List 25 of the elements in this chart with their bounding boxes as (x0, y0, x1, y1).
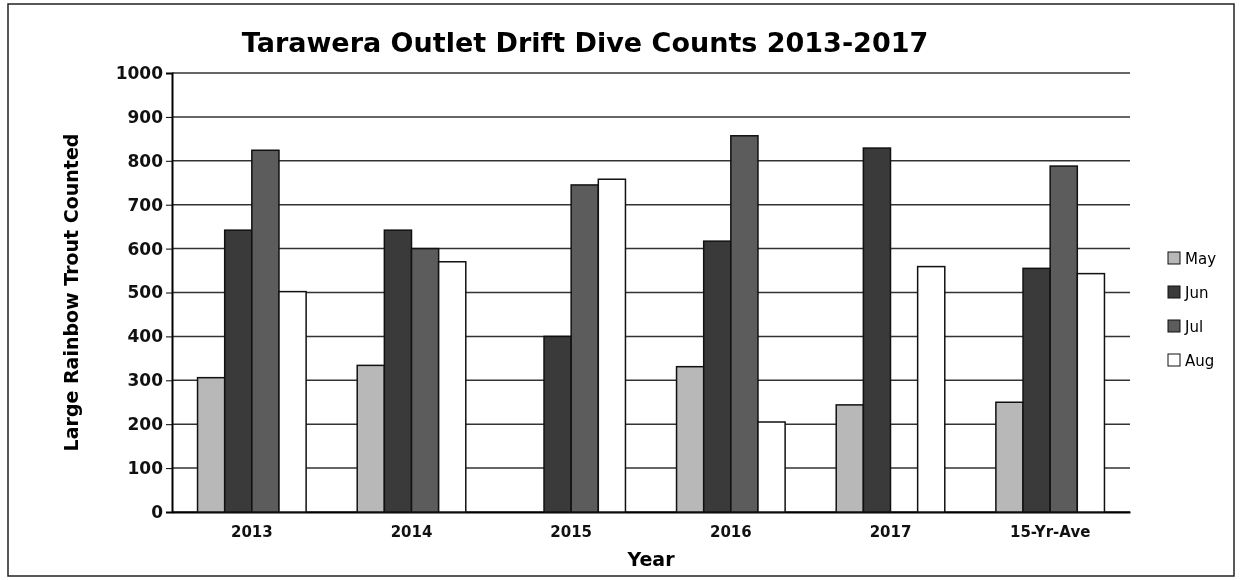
legend-label: Jul (1184, 318, 1204, 336)
x-tick-label: 15-Yr-Ave (1009, 522, 1091, 541)
x-tick-label: 2017 (869, 522, 912, 541)
chart-title: Tarawera Outlet Drift Dive Counts 2013-2017 (241, 27, 929, 58)
y-tick-label: 600 (127, 238, 164, 259)
y-tick-label: 700 (127, 194, 164, 215)
y-tick-label: 0 (151, 501, 164, 522)
x-tick-label: 2013 (230, 522, 273, 541)
legend-label: May (1185, 250, 1217, 268)
x-tick-label: 2014 (390, 522, 433, 541)
legend-label: Aug (1185, 352, 1215, 370)
x-tick-label: 2016 (709, 522, 752, 541)
y-tick-label: 200 (127, 414, 164, 435)
y-tick-label: 500 (127, 282, 164, 303)
y-tick-label: 1000 (115, 62, 164, 83)
y-axis-title: Large Rainbow Trout Counted (60, 133, 82, 452)
y-tick-label: 900 (127, 106, 164, 127)
x-tick-label: 2015 (550, 522, 593, 541)
bar (916, 265, 946, 513)
legend-label: Jun (1184, 284, 1209, 302)
x-axis-title: Year (626, 548, 676, 570)
y-tick-label: 300 (127, 370, 164, 391)
y-tick-label: 400 (127, 326, 164, 347)
y-tick-label: 800 (127, 150, 164, 171)
y-tick-label: 100 (127, 458, 164, 479)
